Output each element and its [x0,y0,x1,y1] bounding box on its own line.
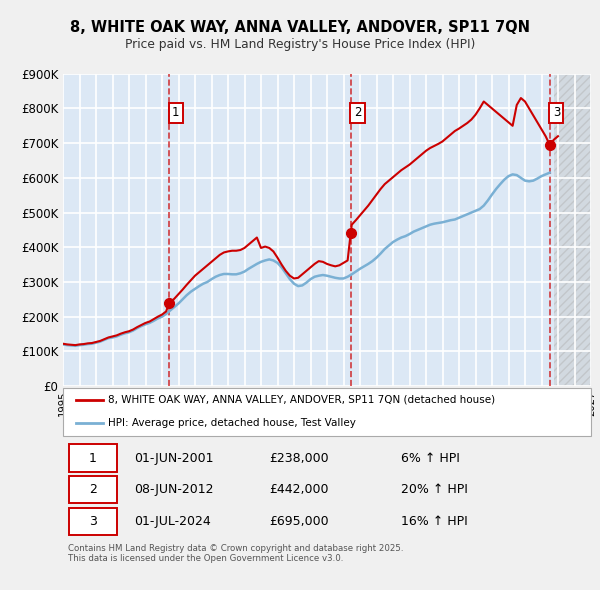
Text: HPI: Average price, detached house, Test Valley: HPI: Average price, detached house, Test… [108,418,356,428]
8, WHITE OAK WAY, ANNA VALLEY, ANDOVER, SP11 7QN (detached house) [72,342,79,349]
8, WHITE OAK WAY, ANNA VALLEY, ANDOVER, SP11 7QN (detached house) [59,340,67,348]
Text: £238,000: £238,000 [269,451,329,465]
HPI: Average price, detached house, Test Valley: (2.02e+03, 4.55e+05): Average price, detached house, Test Vall… [418,225,425,232]
HPI: Average price, detached house, Test Valley: (2.02e+03, 5.2e+05): Average price, detached house, Test Vall… [480,202,487,209]
HPI: Average price, detached house, Test Valley: (2e+03, 3.2e+05): Average price, detached house, Test Vall… [216,271,223,278]
8, WHITE OAK WAY, ANNA VALLEY, ANDOVER, SP11 7QN (detached house) [113,332,120,339]
Line: 8, WHITE OAK WAY, ANNA VALLEY, ANDOVER, SP11 7QN (detached house): 8, WHITE OAK WAY, ANNA VALLEY, ANDOVER, … [63,98,558,345]
Text: 08-JUN-2012: 08-JUN-2012 [134,483,214,496]
Text: 2: 2 [354,106,361,119]
8, WHITE OAK WAY, ANNA VALLEY, ANDOVER, SP11 7QN (detached house) [517,94,524,101]
Text: 6% ↑ HPI: 6% ↑ HPI [401,451,460,465]
Text: 1: 1 [172,106,179,119]
8, WHITE OAK WAY, ANNA VALLEY, ANDOVER, SP11 7QN (detached house) [554,133,562,140]
Text: 16% ↑ HPI: 16% ↑ HPI [401,514,467,527]
Bar [554,74,591,386]
Text: 3: 3 [553,106,560,119]
Text: £442,000: £442,000 [269,483,328,496]
Text: £695,000: £695,000 [269,514,329,527]
HPI: Average price, detached house, Test Valley: (2e+03, 1.16e+05): Average price, detached house, Test Vall… [72,342,79,349]
HPI: Average price, detached house, Test Valley: (2e+03, 1.2e+05): Average price, detached house, Test Vall… [59,341,67,348]
Text: 01-JUN-2001: 01-JUN-2001 [134,451,214,465]
Text: Price paid vs. HM Land Registry's House Price Index (HPI): Price paid vs. HM Land Registry's House … [125,38,475,51]
Text: 8, WHITE OAK WAY, ANNA VALLEY, ANDOVER, SP11 7QN: 8, WHITE OAK WAY, ANNA VALLEY, ANDOVER, … [70,20,530,35]
FancyBboxPatch shape [69,444,118,472]
8, WHITE OAK WAY, ANNA VALLEY, ANDOVER, SP11 7QN (detached house) [278,261,285,268]
FancyBboxPatch shape [69,507,118,535]
8, WHITE OAK WAY, ANNA VALLEY, ANDOVER, SP11 7QN (detached house) [464,120,471,127]
Text: 1: 1 [89,451,97,465]
8, WHITE OAK WAY, ANNA VALLEY, ANDOVER, SP11 7QN (detached house) [121,329,128,336]
HPI: Average price, detached house, Test Valley: (2.02e+03, 6.15e+05): Average price, detached house, Test Vall… [546,169,553,176]
Line: HPI: Average price, detached house, Test Valley: HPI: Average price, detached house, Test… [63,173,550,346]
HPI: Average price, detached house, Test Valley: (2.01e+03, 3.22e+05): Average price, detached house, Test Vall… [348,271,355,278]
HPI: Average price, detached house, Test Valley: (2.02e+03, 4.85e+05): Average price, detached house, Test Vall… [455,214,463,221]
Text: 8, WHITE OAK WAY, ANNA VALLEY, ANDOVER, SP11 7QN (detached house): 8, WHITE OAK WAY, ANNA VALLEY, ANDOVER, … [108,395,495,405]
FancyBboxPatch shape [69,476,118,503]
HPI: Average price, detached house, Test Valley: (2e+03, 2.08e+05): Average price, detached house, Test Vall… [163,310,170,317]
Text: 3: 3 [89,514,97,527]
Text: 01-JUL-2024: 01-JUL-2024 [134,514,211,527]
Text: 20% ↑ HPI: 20% ↑ HPI [401,483,468,496]
FancyBboxPatch shape [63,388,591,435]
8, WHITE OAK WAY, ANNA VALLEY, ANDOVER, SP11 7QN (detached house) [92,339,100,346]
Text: Contains HM Land Registry data © Crown copyright and database right 2025.
This d: Contains HM Land Registry data © Crown c… [68,544,404,563]
Text: 2: 2 [89,483,97,496]
8, WHITE OAK WAY, ANNA VALLEY, ANDOVER, SP11 7QN (detached house) [204,262,211,269]
